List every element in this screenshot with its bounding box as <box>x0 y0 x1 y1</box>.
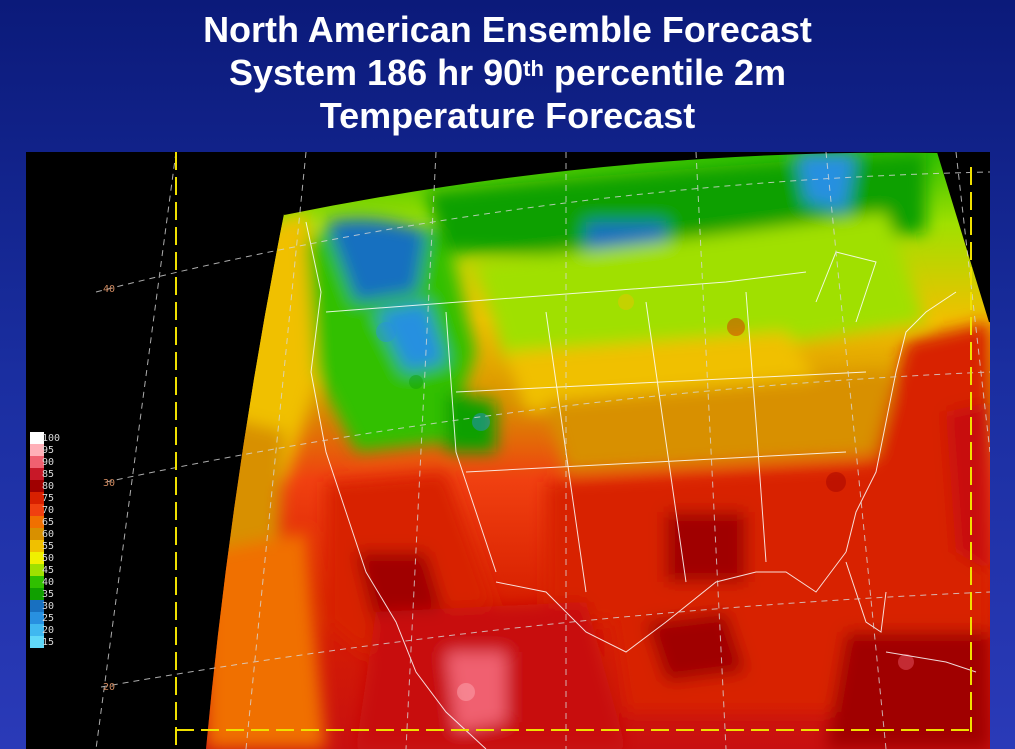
legend-swatch-30 <box>30 600 44 612</box>
frame-box <box>175 152 972 749</box>
legend-label-95: 95 <box>42 445 55 456</box>
legend-label-60: 60 <box>42 529 55 540</box>
legend-swatch-55 <box>30 540 44 552</box>
legend-label-35: 35 <box>42 589 55 600</box>
title-line-1: North American Ensemble Forecast <box>203 9 812 50</box>
graticule <box>95 152 990 749</box>
lat-label-20: 20 <box>103 682 116 693</box>
legend-label-25: 25 <box>42 613 55 624</box>
page-title: North American Ensemble Forecast System … <box>0 8 1015 137</box>
lat-label-40: 40 <box>103 284 116 295</box>
temperature-field <box>206 152 990 749</box>
legend-label-50: 50 <box>42 553 55 564</box>
legend-swatch-45 <box>30 564 44 576</box>
legend-label-75: 75 <box>42 493 55 504</box>
legend-swatch-70 <box>30 504 44 516</box>
legend-label-40: 40 <box>42 577 55 588</box>
coastlines <box>305 221 977 749</box>
legend-swatch-85 <box>30 468 44 480</box>
legend-swatch-35 <box>30 588 44 600</box>
legend-swatch-50 <box>30 552 44 564</box>
legend-label-15: 15 <box>42 637 55 648</box>
legend-swatch-60 <box>30 528 44 540</box>
legend-swatch-80 <box>30 480 44 492</box>
title-line-2-tail: percentile 2m <box>543 52 787 93</box>
legend-label-65: 65 <box>42 517 55 528</box>
legend-label-45: 45 <box>42 565 55 576</box>
forecast-map-panel <box>26 152 990 749</box>
legend-swatch-75 <box>30 492 44 504</box>
legend-swatch-40 <box>30 576 44 588</box>
lat-label-30: 30 <box>103 478 116 489</box>
legend-swatch-25 <box>30 612 44 624</box>
legend-label-30: 30 <box>42 601 55 612</box>
legend-swatch-15 <box>30 636 44 648</box>
legend-label-55: 55 <box>42 541 55 552</box>
legend-swatch-90 <box>30 456 44 468</box>
legend-label-20: 20 <box>42 625 55 636</box>
title-line-3: Temperature Forecast <box>319 95 696 136</box>
legend-swatch-20 <box>30 624 44 636</box>
legend-swatch-95 <box>30 444 44 456</box>
title-line-2: System 186 hr 90th percentile 2m <box>0 51 1015 94</box>
legend-label-85: 85 <box>42 469 55 480</box>
legend-label-100: 100 <box>42 433 61 444</box>
title-line-2-text: System 186 hr 90 <box>228 52 524 93</box>
title-superscript: th <box>523 56 544 81</box>
legend-label-70: 70 <box>42 505 55 516</box>
legend-swatch-100 <box>30 432 44 444</box>
legend-label-80: 80 <box>42 481 55 492</box>
legend-label-90: 90 <box>42 457 55 468</box>
legend-swatch-65 <box>30 516 44 528</box>
forecast-map <box>95 152 990 749</box>
